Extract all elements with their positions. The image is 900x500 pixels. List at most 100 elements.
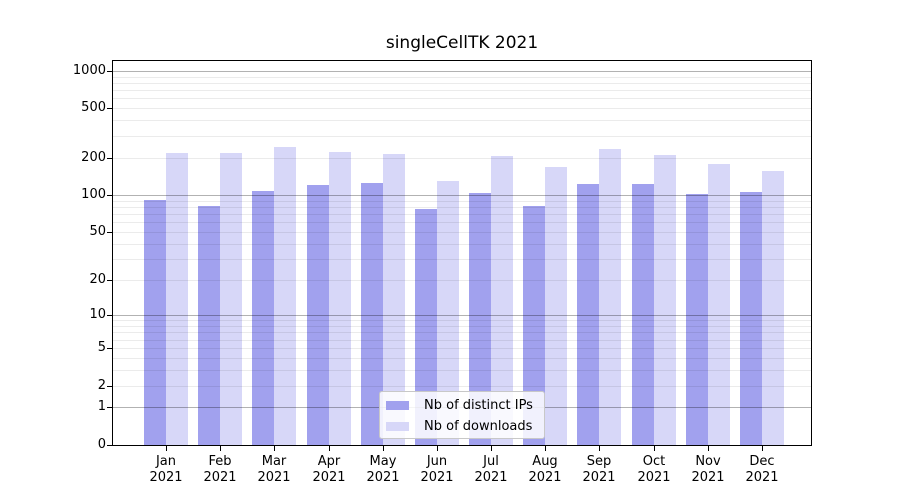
x-tick-month: May	[369, 454, 397, 469]
y-tick-label-1: 1	[97, 399, 106, 414]
x-tick-label-may: May 2021	[347, 454, 419, 486]
legend-swatch-distinct-ips	[386, 401, 409, 410]
x-tick-year: 2021	[257, 470, 291, 485]
bar-downloads-aug	[545, 167, 567, 445]
bar-downloads-feb	[220, 153, 242, 445]
x-tick-month: Jan	[155, 454, 177, 469]
y-tick-mark-0	[107, 445, 112, 446]
x-tick-label-sep: Sep 2021	[563, 454, 635, 486]
y-tick-label-100: 100	[81, 187, 106, 202]
x-tick-month: Sep	[586, 454, 612, 469]
x-tick-label-feb: Feb 2021	[184, 454, 256, 486]
x-tick-mark-dec	[762, 446, 763, 451]
x-tick-year: 2021	[582, 470, 616, 485]
y-tick-label-20: 20	[89, 272, 106, 287]
bar-distinct-ips-jul	[469, 193, 491, 445]
x-tick-month: Aug	[532, 454, 558, 469]
bar-downloads-apr	[329, 152, 351, 445]
x-tick-year: 2021	[691, 470, 725, 485]
bar-distinct-ips-may	[361, 183, 383, 445]
x-tick-month: Mar	[261, 454, 287, 469]
x-tick-mark-feb	[220, 446, 221, 451]
y-tick-label-200: 200	[81, 150, 106, 165]
x-tick-year: 2021	[420, 470, 454, 485]
x-tick-label-dec: Dec 2021	[726, 454, 798, 486]
y-tick-mark-500	[107, 108, 112, 109]
x-tick-mark-aug	[545, 446, 546, 451]
x-tick-mark-sep	[599, 446, 600, 451]
y-tick-label-10: 10	[89, 307, 106, 322]
legend-swatch-downloads	[386, 422, 409, 431]
bar-distinct-ips-jan	[144, 200, 166, 445]
y-tick-label-500: 500	[81, 100, 106, 115]
bar-downloads-mar	[274, 147, 296, 445]
legend-label-distinct-ips: Nb of distinct IPs	[424, 398, 533, 413]
bar-distinct-ips-dec	[740, 192, 762, 445]
x-tick-year: 2021	[745, 470, 779, 485]
bar-downloads-jul	[491, 156, 513, 445]
bar-distinct-ips-mar	[252, 191, 274, 445]
y-tick-mark-5	[107, 348, 112, 349]
x-tick-month: Oct	[642, 454, 666, 469]
x-tick-year: 2021	[149, 470, 183, 485]
legend: Nb of distinct IPs Nb of downloads	[379, 391, 545, 439]
y-tick-mark-1000	[107, 71, 112, 72]
bar-downloads-jan	[166, 153, 188, 445]
x-tick-mark-oct	[654, 446, 655, 451]
y-tick-label-5: 5	[97, 340, 106, 355]
bar-distinct-ips-jun	[415, 209, 437, 445]
x-tick-label-oct: Oct 2021	[618, 454, 690, 486]
x-tick-year: 2021	[312, 470, 346, 485]
x-tick-month: Jul	[483, 454, 499, 469]
x-tick-mark-apr	[329, 446, 330, 451]
legend-entry-distinct-ips: Nb of distinct IPs	[386, 395, 536, 416]
x-tick-label-aug: Aug 2021	[509, 454, 581, 486]
bar-distinct-ips-aug	[523, 206, 545, 445]
x-tick-label-nov: Nov 2021	[672, 454, 744, 486]
x-tick-label-jun: Jun 2021	[401, 454, 473, 486]
y-tick-mark-2	[107, 386, 112, 387]
y-tick-mark-100	[107, 195, 112, 196]
y-tick-mark-50	[107, 232, 112, 233]
x-tick-year: 2021	[203, 470, 237, 485]
bar-distinct-ips-oct	[632, 184, 654, 445]
x-tick-label-mar: Mar 2021	[238, 454, 310, 486]
y-tick-mark-10	[107, 315, 112, 316]
x-tick-month: Feb	[208, 454, 232, 469]
x-tick-month: Dec	[749, 454, 775, 469]
y-tick-mark-20	[107, 280, 112, 281]
y-tick-label-2: 2	[97, 378, 106, 393]
x-tick-mark-nov	[708, 446, 709, 451]
bar-distinct-ips-apr	[307, 185, 329, 445]
bar-downloads-may	[383, 154, 405, 445]
x-tick-month: Apr	[317, 454, 341, 469]
x-tick-year: 2021	[637, 470, 671, 485]
y-tick-label-50: 50	[89, 224, 106, 239]
x-tick-mark-jun	[437, 446, 438, 451]
x-tick-label-jan: Jan 2021	[130, 454, 202, 486]
bars-layer	[113, 61, 811, 445]
x-tick-year: 2021	[528, 470, 562, 485]
y-tick-label-0: 0	[97, 437, 106, 452]
x-tick-mark-may	[383, 446, 384, 451]
bar-downloads-oct	[654, 155, 676, 445]
y-tick-label-1000: 1000	[72, 63, 106, 78]
y-tick-mark-200	[107, 158, 112, 159]
x-tick-label-apr: Apr 2021	[293, 454, 365, 486]
bar-distinct-ips-nov	[686, 194, 708, 445]
x-tick-mark-jul	[491, 446, 492, 451]
x-tick-year: 2021	[474, 470, 508, 485]
x-tick-year: 2021	[366, 470, 400, 485]
bar-distinct-ips-sep	[577, 184, 599, 445]
plot-area: Nb of distinct IPs Nb of downloads	[112, 60, 812, 446]
x-tick-mark-mar	[274, 446, 275, 451]
legend-entry-downloads: Nb of downloads	[386, 416, 536, 437]
x-tick-label-jul: Jul 2021	[455, 454, 527, 486]
bar-downloads-sep	[599, 149, 621, 445]
bar-distinct-ips-feb	[198, 206, 220, 445]
y-tick-mark-1	[107, 407, 112, 408]
bar-downloads-jun	[437, 181, 459, 445]
chart-title: singleCellTK 2021	[385, 33, 539, 53]
bar-downloads-dec	[762, 171, 784, 445]
